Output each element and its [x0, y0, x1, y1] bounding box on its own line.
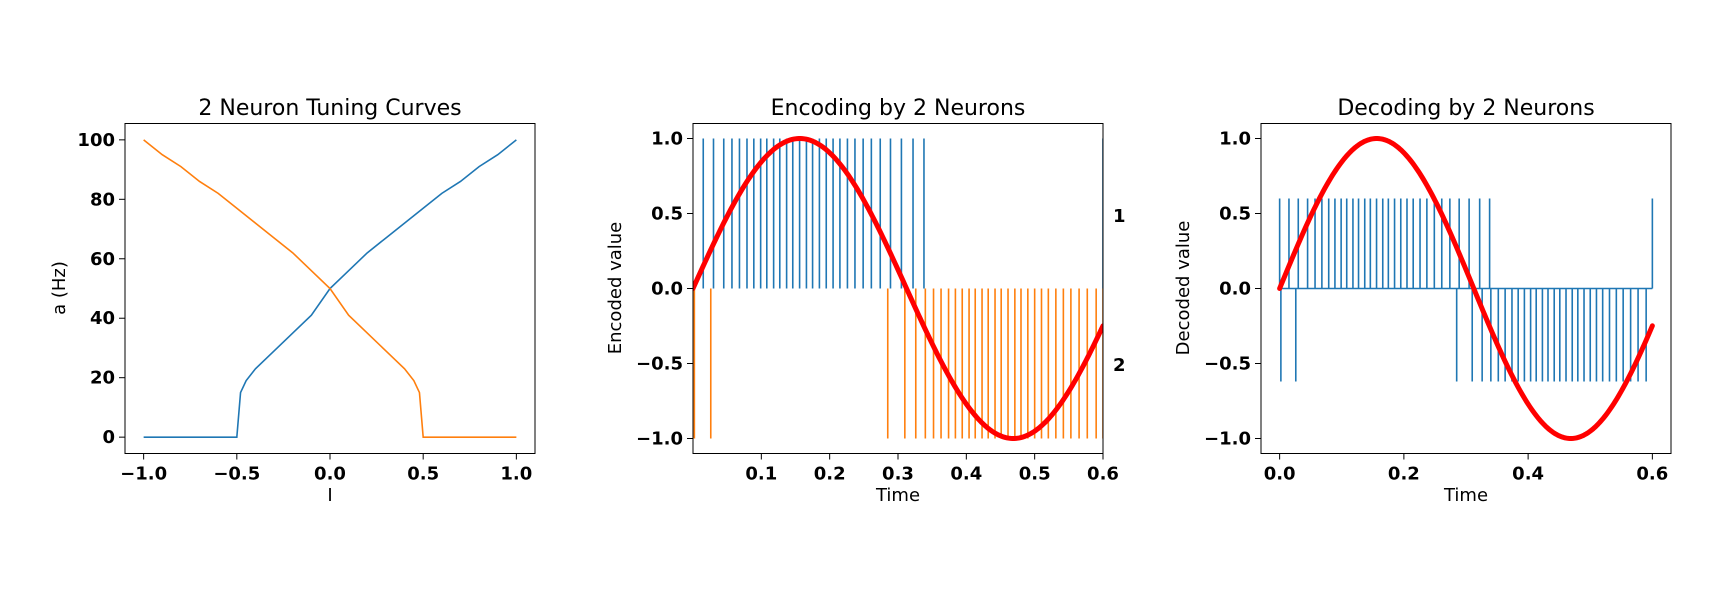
decoding-panel: Decoding by 2 Neurons Time Decoded value…	[1173, 96, 1672, 506]
plot-area	[143, 139, 517, 438]
y-tick-label: 1.0	[651, 129, 683, 150]
chart-title: 2 Neuron Tuning Curves	[198, 96, 461, 121]
y-tick-label: 0.0	[651, 279, 683, 300]
x-axis-label: Time	[1443, 485, 1488, 506]
x-tick-label: 0.0	[1264, 464, 1296, 485]
x-tick-label: 0.3	[882, 464, 914, 485]
neuron-1-label: 1	[1113, 206, 1126, 227]
x-axis-label: Time	[875, 485, 920, 506]
y-tick-label: 0.5	[1219, 204, 1251, 225]
y-tick-label: −1.0	[1204, 429, 1251, 450]
signal-line	[1277, 136, 1655, 441]
x-tick-label: −1.0	[120, 464, 167, 485]
x-tick-label: 0.6	[1087, 464, 1119, 485]
x-tick-label: 0.0	[314, 464, 346, 485]
y-axis-label: a (Hz)	[49, 261, 70, 315]
y-tick-label: 40	[90, 308, 115, 329]
x-tick-label: −0.5	[213, 464, 260, 485]
signal-line	[693, 136, 1103, 441]
y-tick-label: 100	[77, 130, 115, 151]
x-tick-label: 0.1	[745, 464, 777, 485]
x-tick-label: 1.0	[500, 464, 532, 485]
y-tick-label: −1.0	[636, 429, 683, 450]
x-tick-label: 0.2	[1388, 464, 1420, 485]
y-tick-label: −0.5	[636, 354, 683, 375]
x-tick-label: 0.2	[814, 464, 846, 485]
neuron-2-label: 2	[1113, 355, 1126, 376]
x-tick-label: 0.5	[1019, 464, 1051, 485]
plot-area	[693, 136, 1103, 441]
series-line-1	[143, 139, 517, 438]
x-tick-label: 0.6	[1636, 464, 1668, 485]
plot-area	[1277, 136, 1655, 441]
chart-title: Encoding by 2 Neurons	[771, 96, 1026, 121]
x-tick-label: 0.5	[407, 464, 439, 485]
y-axis-label: Encoded value	[605, 222, 626, 355]
y-tick-label: 0.0	[1219, 279, 1251, 300]
y-tick-label: 1.0	[1219, 129, 1251, 150]
y-tick-label: 60	[90, 249, 115, 270]
y-axis-label: Decoded value	[1173, 221, 1194, 356]
tuning-curves-panel: 2 Neuron Tuning Curves I a (Hz) −1.0 −0.5…	[49, 96, 536, 506]
y-tick-label: 0	[102, 427, 115, 448]
y-tick-label: −0.5	[1204, 354, 1251, 375]
series-line-2	[143, 139, 517, 438]
y-tick-label: 80	[90, 189, 115, 210]
encoding-panel: Encoding by 2 Neurons Time Encoded value…	[605, 96, 1126, 506]
x-tick-label: 0.4	[1512, 464, 1544, 485]
x-axis-label: I	[327, 485, 332, 506]
y-tick-label: 0.5	[651, 204, 683, 225]
chart-title: Decoding by 2 Neurons	[1337, 96, 1594, 121]
x-tick-label: 0.4	[950, 464, 982, 485]
y-tick-label: 20	[90, 368, 115, 389]
